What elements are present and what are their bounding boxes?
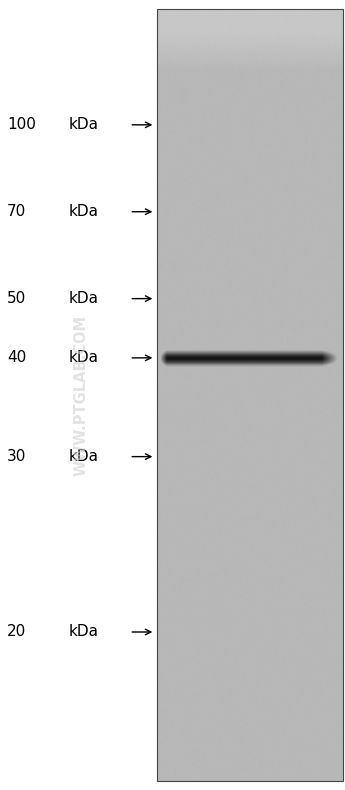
Text: 20: 20 — [7, 625, 26, 639]
Text: kDa: kDa — [69, 118, 99, 132]
Text: kDa: kDa — [69, 450, 99, 464]
Text: 70: 70 — [7, 205, 26, 219]
Text: kDa: kDa — [69, 292, 99, 306]
Text: 40: 40 — [7, 351, 26, 365]
Text: 100: 100 — [7, 118, 36, 132]
Text: kDa: kDa — [69, 351, 99, 365]
Text: 50: 50 — [7, 292, 26, 306]
Bar — [157, 9, 343, 781]
Text: WWW.PTGLAB.COM: WWW.PTGLAB.COM — [73, 314, 89, 476]
Text: 30: 30 — [7, 450, 26, 464]
Text: kDa: kDa — [69, 205, 99, 219]
Text: kDa: kDa — [69, 625, 99, 639]
